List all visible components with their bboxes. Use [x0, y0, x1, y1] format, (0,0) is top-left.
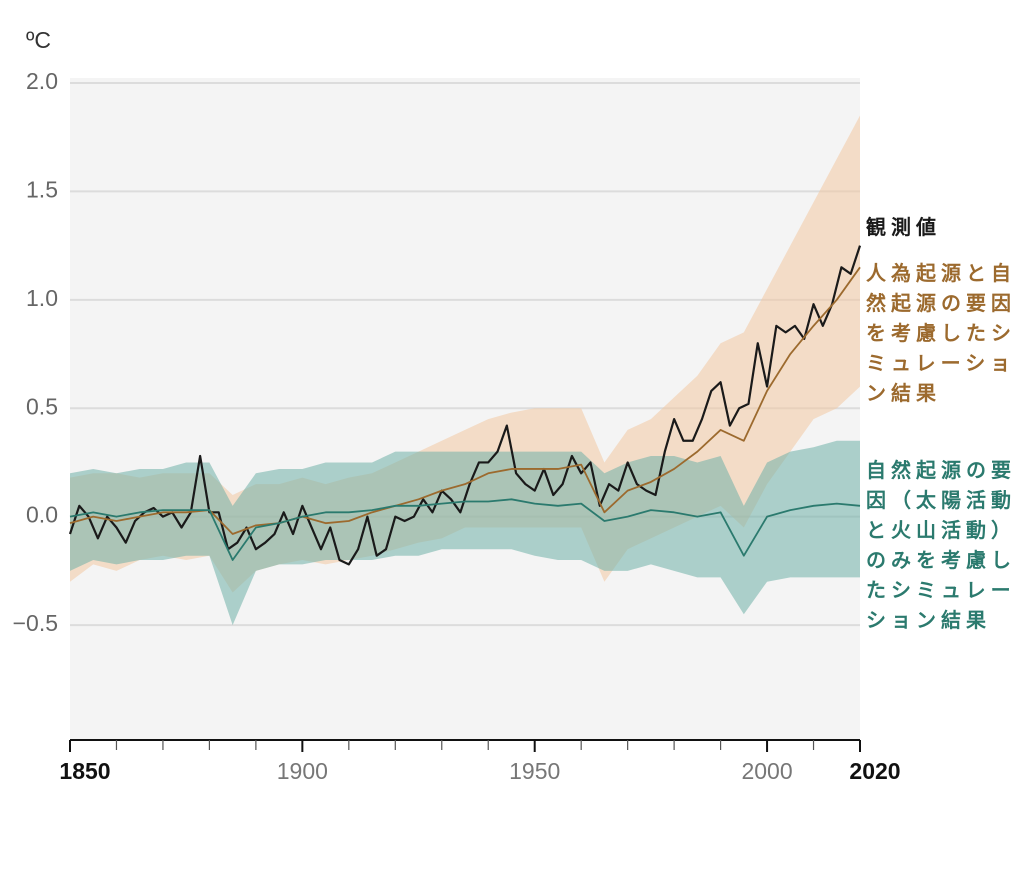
legend-human-natural: 人為起源と自然起源の要因を考慮したシミュレーション結果 [866, 261, 1016, 405]
x-tick-label: 2020 [849, 758, 900, 784]
x-tick-label: 1950 [509, 758, 560, 784]
legend-natural: 自然起源の要因（太陽活動と火山活動）のみを考慮したシミュレーション結果 [866, 458, 1016, 632]
y-unit: ºC [26, 27, 51, 53]
series-line [68, 245, 862, 566]
x-tick-label: 1900 [277, 758, 328, 784]
uncertainty-band [70, 440, 860, 626]
y-tick-label: −0.5 [13, 610, 58, 636]
x-tick-label: 2000 [741, 758, 792, 784]
y-tick-label: 2.0 [26, 68, 58, 94]
series-line [69, 498, 861, 561]
y-tick-label: 0.0 [26, 502, 58, 528]
y-tick-label: 1.5 [26, 176, 58, 202]
x-tick-label: 1850 [59, 758, 110, 784]
y-tick-label: 1.0 [26, 285, 58, 311]
legend-observed: 観測値 [866, 215, 941, 239]
y-tick-label: 0.5 [26, 393, 58, 419]
